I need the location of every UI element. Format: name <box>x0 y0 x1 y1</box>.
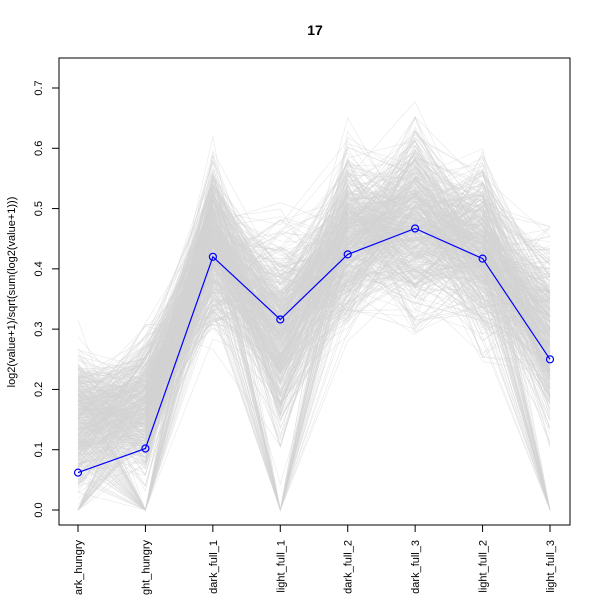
x-tick-label: light_full_3 <box>545 540 557 593</box>
y-tick-label: 0.4 <box>33 261 45 276</box>
x-tick-label: ght_hungry <box>140 540 152 596</box>
background-series-line <box>77 202 551 456</box>
data-point <box>343 250 352 259</box>
background-series-line <box>77 183 551 425</box>
background-series-line <box>77 233 551 511</box>
y-tick-label: 0.3 <box>33 321 45 336</box>
background-series-line <box>77 220 551 511</box>
y-tick-label: 0.5 <box>33 201 45 216</box>
y-tick-label: 0.1 <box>33 442 45 457</box>
data-point <box>141 444 150 453</box>
y-tick-label: 0.7 <box>33 80 45 95</box>
background-series-line <box>77 228 551 402</box>
background-series-group <box>77 100 551 512</box>
background-series-line <box>77 189 551 465</box>
series-line <box>77 227 551 474</box>
background-series-line <box>77 171 551 511</box>
background-series-line <box>77 129 551 473</box>
data-point <box>545 355 555 364</box>
background-series-line <box>77 170 551 416</box>
background-series-line <box>77 228 551 511</box>
x-tick-label: light_full_1 <box>275 540 287 593</box>
background-series-line <box>77 208 551 511</box>
background-series-line <box>77 229 551 441</box>
background-series-line <box>77 212 551 438</box>
x-axis: ark_hungry ght_hungry dark_full_1 light_ful… <box>73 524 557 596</box>
background-series-line <box>77 204 551 511</box>
highlighted-series-group <box>73 224 555 477</box>
data-point <box>478 254 487 263</box>
background-series-line <box>77 193 551 377</box>
data-point <box>276 315 285 324</box>
background-series-line <box>77 217 551 445</box>
background-series-line <box>77 117 551 511</box>
background-series-line <box>77 182 551 395</box>
y-tick-label: 0.0 <box>33 502 45 517</box>
y-tick-label: 0.2 <box>33 382 45 397</box>
data-point <box>73 468 83 477</box>
background-series-line <box>77 148 551 511</box>
y-axis-label: log2(value+1)/sqrt(sum(log2(value+1))) <box>6 197 18 388</box>
x-tick-label: ark_hungry <box>73 540 85 596</box>
background-series-line <box>77 196 551 470</box>
background-series-line <box>77 130 551 468</box>
background-series-line <box>77 230 551 384</box>
x-tick-label: dark_full_1 <box>208 540 220 594</box>
x-tick-label: dark_full_3 <box>410 540 422 594</box>
x-tick-label: dark_full_2 <box>343 540 355 594</box>
y-tick-label: 0.6 <box>33 141 45 156</box>
background-series-line <box>77 218 551 455</box>
x-tick-label: light_full_2 <box>478 540 490 593</box>
background-series-line <box>77 251 551 418</box>
background-series-line <box>77 203 551 444</box>
background-series-line <box>77 195 551 451</box>
chart-title: 17 <box>307 22 323 38</box>
background-series-line <box>77 136 551 441</box>
y-axis: 0.0 0.1 0.2 0.3 0.4 0.5 0.6 0.7 <box>33 80 60 518</box>
background-series-line <box>77 208 551 416</box>
data-point <box>411 224 420 233</box>
background-series-line <box>77 197 551 448</box>
background-series-line <box>77 226 551 420</box>
background-series-line <box>77 215 551 437</box>
background-series-line <box>77 195 551 418</box>
data-point <box>208 252 217 261</box>
